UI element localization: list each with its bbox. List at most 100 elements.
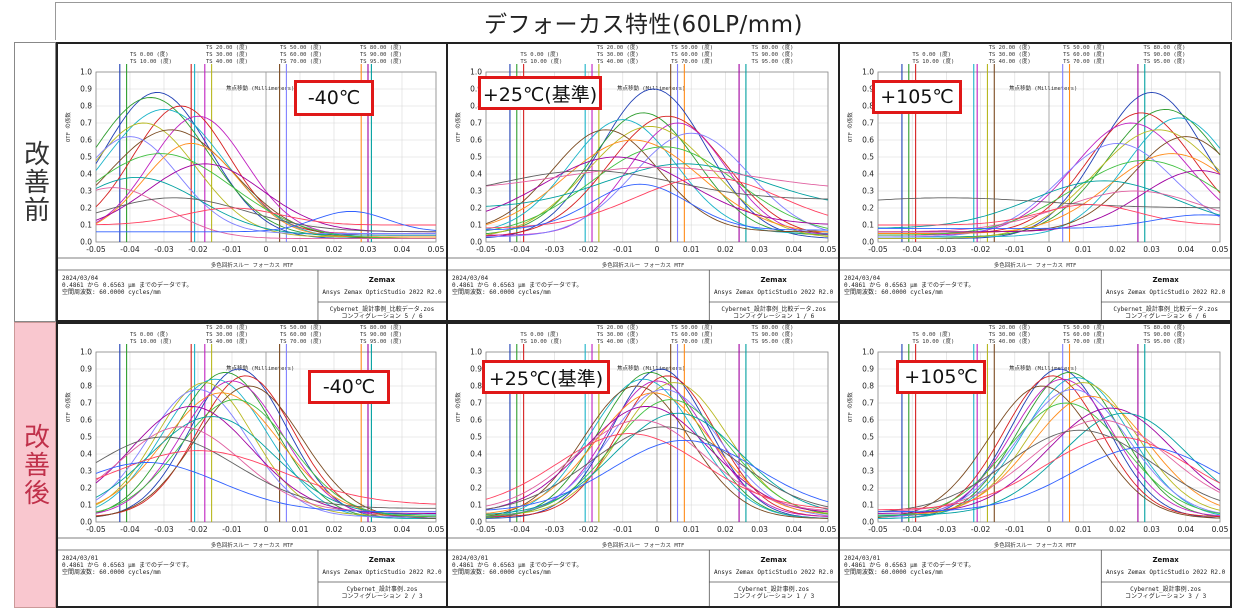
mtf-panel-3: TS 0.00 (度) TS 10.00 (度) TS 20.00 (度) TS 30… xyxy=(838,42,1232,322)
row-label-before-text: 改善前 xyxy=(19,140,50,224)
plot-title: 多色回折スルー フォーカス MTF xyxy=(211,541,294,549)
mtf-panel-1: TS 0.00 (度) TS 10.00 (度) TS 20.00 (度) TS 30… xyxy=(56,42,448,322)
mtf-curve xyxy=(485,163,829,207)
mtf-curve xyxy=(95,436,436,509)
mtf-curve xyxy=(95,136,436,234)
x-tick-label: -0.04 xyxy=(902,525,922,534)
field-legend-label: TS 70.00 (度) xyxy=(671,57,713,65)
field-legend-label: TS 50.00 (度) xyxy=(280,44,322,51)
mtf-panel-6: TS 0.00 (度) TS 10.00 (度) TS 20.00 (度) TS 30… xyxy=(838,322,1232,608)
x-tick-label: 0 xyxy=(655,525,660,534)
field-legend-label: TS 40.00 (度) xyxy=(989,337,1031,345)
x-tick-label: 0 xyxy=(264,245,269,254)
mtf-curve xyxy=(485,412,829,515)
y-tick-label: 0.7 xyxy=(80,119,92,128)
info-config: コンフィグレーション 2 / 3 xyxy=(341,592,423,600)
mtf-curve xyxy=(878,117,1221,238)
y-tick-label: 0.1 xyxy=(470,221,482,230)
x-tick-label: 0.05 xyxy=(428,245,445,254)
mtf-curve xyxy=(96,210,437,233)
y-tick-label: 0.2 xyxy=(470,204,482,213)
x-tick-label: -0.02 xyxy=(971,245,991,254)
y-tick-label: 0.8 xyxy=(862,382,874,391)
field-legend-label: TS 70.00 (度) xyxy=(671,337,713,345)
x-tick-label: 0.05 xyxy=(820,525,837,534)
info-config: コンフィグレーション 5 / 6 xyxy=(341,312,423,320)
y-axis-label: OTF の係数 xyxy=(454,392,462,422)
x-tick-label: -0.05 xyxy=(86,245,106,254)
x-tick-label: -0.04 xyxy=(510,525,530,534)
field-legend-label: TS 30.00 (度) xyxy=(206,330,248,338)
x-axis-label: 焦点移動 (Millimeters) xyxy=(617,84,685,92)
mtf-curve xyxy=(485,183,828,231)
x-tick-label: 0.04 xyxy=(1177,245,1194,254)
mtf-curve xyxy=(485,368,829,519)
mtf-curve xyxy=(95,187,436,240)
field-legend-label: TS 0.00 (度) xyxy=(520,330,559,338)
y-tick-label: 0.6 xyxy=(470,416,482,425)
field-legend-label: TS 60.00 (度) xyxy=(1063,330,1105,338)
x-tick-label: 0.04 xyxy=(394,245,411,254)
y-tick-label: 1.0 xyxy=(80,348,92,357)
x-tick-label: -0.03 xyxy=(154,525,174,534)
x-tick-label: -0.02 xyxy=(579,525,599,534)
plot-title: 多色回折スルー フォーカス MTF xyxy=(211,261,294,269)
mtf-curve xyxy=(95,207,436,226)
mtf-curve xyxy=(485,375,829,518)
field-legend-label: TS 0.00 (度) xyxy=(130,50,169,58)
y-tick-label: 0.2 xyxy=(470,484,482,493)
y-tick-label: 0.5 xyxy=(80,433,92,442)
x-tick-label: -0.03 xyxy=(545,245,565,254)
x-tick-label: 0.05 xyxy=(1212,525,1229,534)
x-tick-label: -0.05 xyxy=(476,525,496,534)
info-company: Zemax xyxy=(760,276,787,284)
info-file: Cybernet_設計事例.zos xyxy=(738,585,809,593)
mtf-curve xyxy=(878,395,1221,516)
field-legend-label: TS 40.00 (度) xyxy=(597,57,639,65)
plot-title: 多色回折スルー フォーカス MTF xyxy=(602,541,685,549)
y-tick-label: 0.2 xyxy=(80,484,92,493)
x-tick-label: 0.02 xyxy=(326,525,343,534)
info-date: 2024/03/04 xyxy=(452,275,489,282)
info-date: 2024/03/01 xyxy=(452,555,489,562)
plot-title: 多色回折スルー フォーカス MTF xyxy=(602,261,685,269)
field-legend-label: TS 50.00 (度) xyxy=(280,324,322,331)
mtf-curve xyxy=(877,436,1221,511)
info-company: Zemax xyxy=(369,556,396,564)
field-legend-label: TS 80.00 (度) xyxy=(1144,44,1186,51)
info-frequency: 空間周波数: 60.0000 cycles/mm xyxy=(452,568,551,576)
x-tick-label: 0 xyxy=(264,525,269,534)
info-config: コンフィグレーション 6 / 6 xyxy=(1125,312,1207,320)
field-legend-label: TS 30.00 (度) xyxy=(989,330,1031,338)
y-tick-label: 0.0 xyxy=(862,518,874,527)
mtf-panel-5: TS 0.00 (度) TS 10.00 (度) TS 20.00 (度) TS 30… xyxy=(446,322,840,608)
mtf-curve xyxy=(486,382,829,516)
x-tick-label: -0.01 xyxy=(613,245,633,254)
mtf-curve xyxy=(878,122,1221,236)
x-tick-label: 0.04 xyxy=(394,525,411,534)
info-product: Ansys Zemax OpticStudio 2022 R2.0 xyxy=(714,289,834,296)
mtf-curve xyxy=(95,450,437,505)
mtf-panel-2: TS 0.00 (度) TS 10.00 (度) TS 20.00 (度) TS 30… xyxy=(446,42,840,322)
field-legend-label: TS 60.00 (度) xyxy=(1063,50,1105,58)
temperature-label: -40℃ xyxy=(294,80,374,116)
y-tick-label: 0.8 xyxy=(80,102,92,111)
info-file: Cybernet_設計事例_比較データ.zos xyxy=(1113,305,1218,313)
y-axis-label: OTF の係数 xyxy=(64,392,72,422)
info-frequency: 空間周波数: 60.0000 cycles/mm xyxy=(62,568,161,576)
x-tick-label: 0.01 xyxy=(292,525,309,534)
x-tick-label: 0.04 xyxy=(785,525,802,534)
info-wavelength: 0.4861 から 0.6563 µm までのデータです。 xyxy=(452,561,582,569)
field-legend-label: TS 30.00 (度) xyxy=(597,50,639,58)
info-company: Zemax xyxy=(1152,276,1179,284)
field-legend-label: TS 80.00 (度) xyxy=(752,44,794,51)
y-tick-label: 0.8 xyxy=(470,382,482,391)
field-legend-label: TS 50.00 (度) xyxy=(1063,44,1105,51)
x-tick-label: -0.04 xyxy=(120,245,140,254)
x-tick-label: -0.02 xyxy=(579,245,599,254)
y-tick-label: 0.4 xyxy=(470,170,482,179)
field-legend-label: TS 10.00 (度) xyxy=(912,57,954,65)
field-legend-label: TS 70.00 (度) xyxy=(1063,57,1105,65)
y-tick-label: 0.7 xyxy=(470,119,482,128)
y-tick-label: 0.9 xyxy=(80,365,92,374)
